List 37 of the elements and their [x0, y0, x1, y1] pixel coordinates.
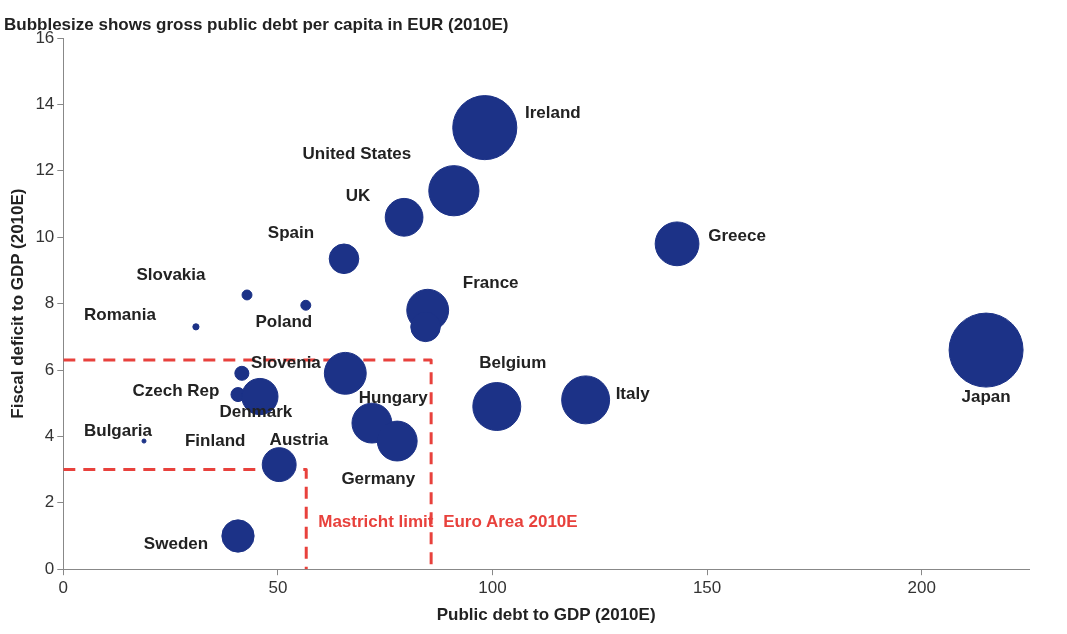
x-tick-label: 100: [478, 578, 507, 598]
annotation: Austria: [269, 429, 329, 449]
x-tick-label: 200: [907, 578, 936, 598]
annotation: Czech Rep: [132, 381, 220, 401]
annotation: United States: [302, 144, 412, 164]
annotation: Denmark: [219, 402, 293, 422]
annotation: Slovakia: [136, 264, 207, 284]
annotation: Finland: [184, 431, 246, 451]
annotation: Germany: [341, 468, 416, 488]
annotation: Hungary: [358, 388, 429, 408]
annotation: Spain: [267, 223, 315, 243]
y-tick-label: 10: [35, 226, 55, 246]
series-label: Euro Area 2010E: [443, 511, 578, 531]
annotation: Sweden: [143, 533, 209, 553]
annotation: Ireland: [524, 103, 581, 123]
y-tick-label: 8: [44, 293, 55, 313]
annotation: Romania: [84, 304, 157, 324]
x-tick-label: 0: [58, 578, 69, 598]
annotation: Italy: [615, 383, 651, 403]
annotation: Japan: [961, 386, 1011, 406]
y-tick-label: 2: [44, 492, 55, 512]
x-tick-label: 50: [268, 578, 288, 598]
annotation: France: [462, 272, 519, 292]
y-tick-label: 0: [44, 558, 55, 578]
annotation: UK: [345, 185, 372, 205]
x-tick-label: 150: [692, 578, 722, 598]
y-tick-label: 4: [44, 426, 55, 446]
y-tick-label: 6: [44, 359, 55, 379]
annotation: Greece: [708, 225, 766, 245]
y-axis-title: Fiscal deficit to GDP (2010E): [7, 188, 27, 419]
annotation: Bulgaria: [83, 420, 153, 440]
y-tick-label: 14: [35, 94, 55, 114]
annotation: Belgium: [479, 353, 547, 373]
x-axis-title: Public debt to GDP (2010E): [436, 605, 656, 625]
y-tick-label: 12: [35, 160, 55, 180]
annotation: Slovenia: [250, 353, 322, 373]
annotation: Poland: [255, 311, 313, 331]
